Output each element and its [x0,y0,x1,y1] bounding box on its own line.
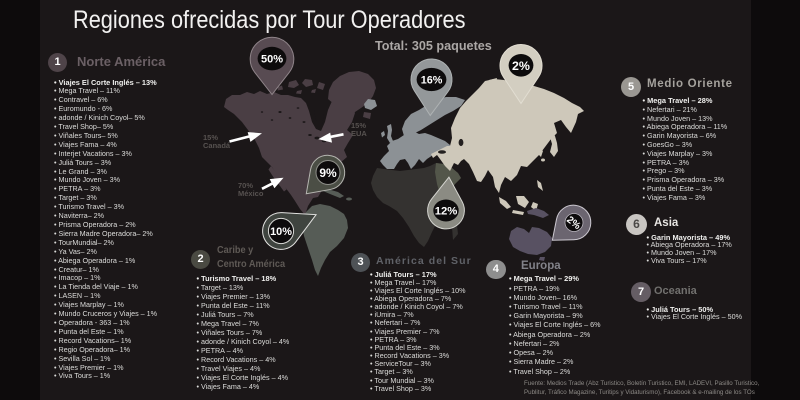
svg-text:10%: 10% [270,226,292,238]
svg-text:2%: 2% [512,59,530,73]
svg-text:9%: 9% [319,166,337,180]
svg-text:16%: 16% [421,74,443,86]
svg-text:50%: 50% [261,54,283,66]
svg-text:12%: 12% [435,206,458,218]
